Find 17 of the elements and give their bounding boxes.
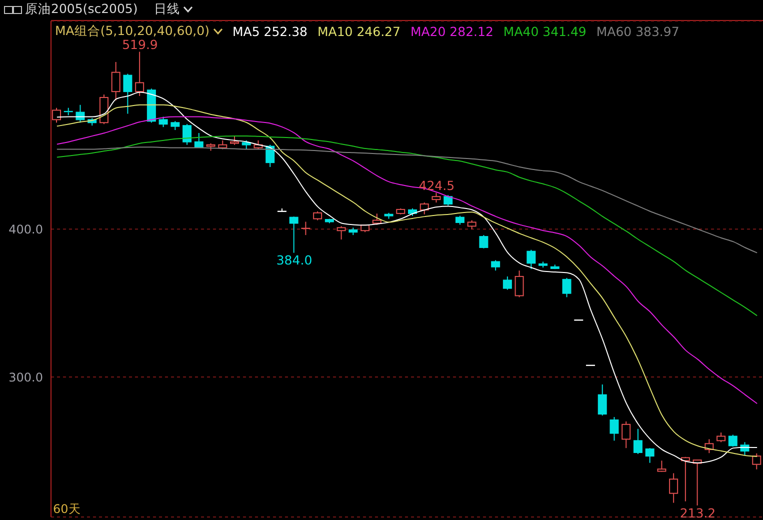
annotation: 60天 (53, 502, 80, 516)
line-series (56, 116, 758, 404)
y-tick-label: 400.0 (8, 222, 43, 236)
candlestick (669, 472, 678, 504)
text: MA10 246.27 (318, 24, 400, 39)
text: MA20 282.12 (410, 24, 494, 39)
annotation: 384.0 (276, 252, 312, 268)
annotation: MA组合(5,10,20,40,60,0) (55, 23, 210, 40)
text: MA5 252.38 (232, 24, 308, 39)
y-tick-label: 300.0 (8, 370, 43, 384)
text: MA40 341.49 (503, 24, 586, 39)
annotation: 519.9 (122, 36, 158, 52)
chart-subtitle: 日线 (154, 1, 180, 16)
text: MA60 383.97 (596, 24, 680, 39)
annotation: 213.2 (680, 505, 716, 520)
chart-title: 原油2005(sc2005) (25, 1, 138, 18)
annotation: 424.5 (418, 178, 455, 193)
